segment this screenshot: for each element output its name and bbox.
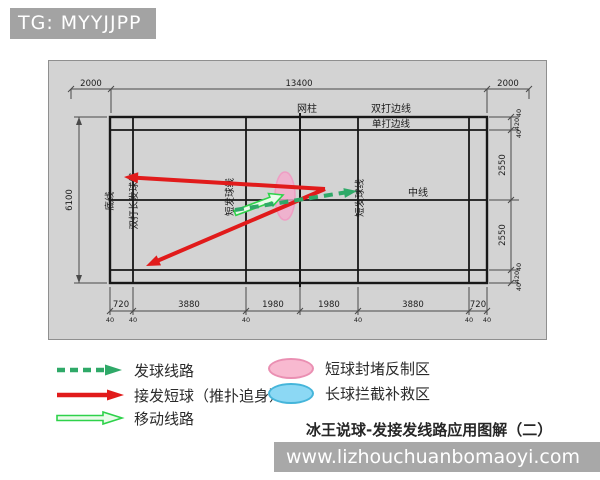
mark-40-2: 40: [129, 316, 137, 324]
dashed-green-arrow-icon: [57, 364, 122, 376]
badminton-court-diagram: 2000 13400 2000 6100 40 420 40 2550 2550…: [48, 60, 547, 340]
legend-serve-route-label: 发球线路: [134, 361, 195, 380]
serve-route-head: [343, 188, 357, 198]
net-post-label: 网柱: [297, 102, 317, 115]
dim-right-2550b: 2550: [498, 224, 508, 246]
watermark-url-bar: www.lizhouchuanbomaoyi.com: [274, 442, 600, 472]
solid-red-arrow-icon: [57, 389, 124, 401]
dim-bottom-1980l: 1980: [262, 300, 284, 310]
singles-sideline-label: 单打边线: [372, 118, 411, 130]
red-arrow-upper-head: [124, 172, 139, 184]
dim-left-6100: 6100: [65, 189, 75, 211]
legend-long-ball-zone-label: 长球拦截补救区: [325, 384, 431, 403]
mark-40-4: 40: [354, 316, 362, 324]
mark-40-5: 40: [465, 316, 473, 324]
legend-receive-short-label: 接发短球（推扑追身）: [134, 386, 285, 405]
dimension-lines: [67, 85, 533, 315]
dim-top-center: 13400: [285, 79, 312, 89]
court-svg: 2000 13400 2000 6100 40 420 40 2550 2550…: [65, 79, 533, 324]
doubles-long-service-line-label: 双打长发球线: [128, 172, 140, 230]
serve-route-shaft: [234, 190, 346, 212]
dim-bottom-3880r: 3880: [402, 300, 424, 310]
doubles-sideline-label: 双打边线: [371, 102, 411, 115]
route-arrows: [124, 172, 357, 266]
mark-40-6: 40: [483, 316, 491, 324]
baseline-label: 底线: [104, 191, 116, 211]
pink-ellipse-icon: [268, 357, 314, 379]
legend-row-serve-route: 发球线路: [55, 361, 195, 380]
dim-right-40a: 40: [515, 109, 523, 117]
legend-short-ball-zone-label: 短球封堵反制区: [325, 359, 431, 378]
dim-bottom-3880l: 3880: [178, 300, 200, 310]
mark-40-3: 40: [242, 316, 250, 324]
dimension-arrows: [76, 117, 82, 283]
legend-movement-route-label: 移动线路: [134, 409, 195, 428]
dim-right-420b: 420: [513, 271, 521, 283]
short-service-line-left-label: 短发球线: [224, 178, 236, 217]
dim-right-40b: 40: [515, 130, 523, 138]
dim-bottom-720l: 720: [113, 300, 129, 310]
legend-row-receive-short: 接发短球（推扑追身）: [55, 386, 285, 405]
dim-top-left: 2000: [80, 79, 102, 89]
court-labels: 网柱 双打边线 单打边线 中线 底线 双打长发球线 短发球线 短发球线: [104, 102, 428, 230]
legend-row-movement-route: 移动线路: [55, 409, 195, 428]
blue-ellipse-icon: [268, 382, 314, 404]
legend-row-long-ball-zone: 长球拦截补救区: [268, 381, 430, 405]
dim-right-420a: 420: [513, 118, 521, 130]
court-lines: [108, 113, 489, 287]
red-arrow-lower-head: [146, 255, 161, 266]
legend-row-short-ball-zone: 短球封堵反制区: [268, 356, 430, 380]
mark-40-1: 40: [106, 316, 114, 324]
dimension-texts: 2000 13400 2000 6100 40 420 40 2550 2550…: [65, 79, 523, 324]
dim-bottom-720r: 720: [470, 300, 486, 310]
center-line-label: 中线: [408, 186, 428, 199]
figure-title: 冰王说球-发接发线路应用图解（二）: [306, 421, 553, 439]
dim-right-40c: 40: [515, 263, 523, 271]
dim-bottom-1980r: 1980: [318, 300, 340, 310]
red-arrow-upper-shaft: [135, 175, 326, 191]
outline-green-arrow-icon: [56, 410, 125, 426]
watermark-badge: TG: MYYJJPP: [10, 8, 156, 39]
dim-top-right: 2000: [497, 79, 519, 89]
short-service-line-right-label: 短发球线: [354, 179, 366, 218]
dim-right-40d: 40: [515, 283, 523, 291]
dim-right-2550a: 2550: [498, 154, 508, 176]
